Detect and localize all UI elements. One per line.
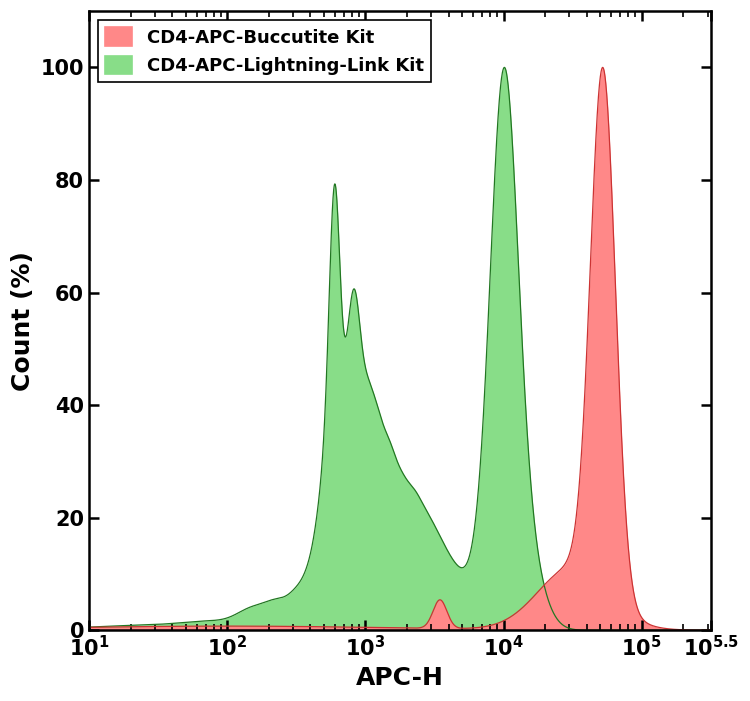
- Legend: CD4-APC-Buccutite Kit, CD4-APC-Lightning-Link Kit: CD4-APC-Buccutite Kit, CD4-APC-Lightning…: [98, 20, 431, 82]
- Y-axis label: Count (%): Count (%): [11, 251, 35, 390]
- X-axis label: APC-H: APC-H: [356, 666, 444, 690]
